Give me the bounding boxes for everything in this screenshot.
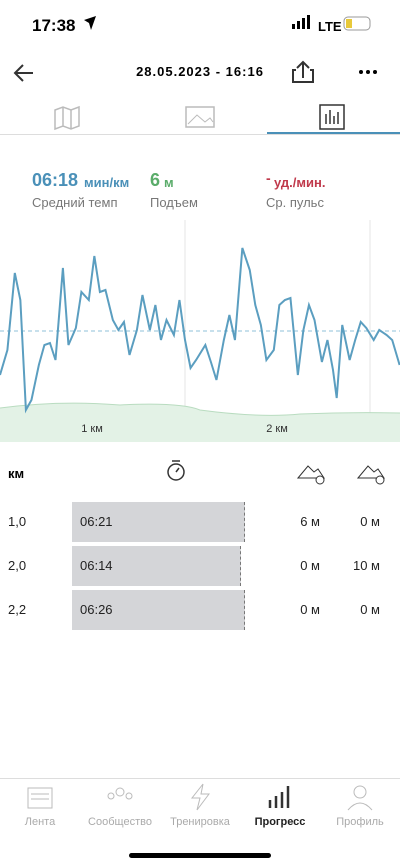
split-pace: 06:21 [80, 514, 113, 529]
status-network: LTE [318, 19, 342, 34]
table-header-icons [167, 460, 385, 485]
split-descent: 0 м [360, 602, 380, 617]
split-bar [72, 590, 245, 630]
pace-line [0, 247, 400, 414]
split-bar [72, 546, 241, 586]
nav-icons [0, 778, 400, 858]
status-time: 17:38 [32, 16, 76, 35]
stat-value: 6 [150, 170, 161, 190]
stat-label: Подъем [150, 195, 198, 210]
stat-unit: мин/км [84, 175, 130, 190]
split-pace: 06:26 [80, 602, 113, 617]
split-ascent: 0 м [300, 602, 320, 617]
stat-unit: м [164, 175, 174, 190]
split-ascent: 0 м [300, 558, 320, 573]
header-title: 28.05.2023 - 16:16 [136, 64, 264, 79]
pace-chart: 1 км 2 км [0, 220, 400, 442]
split-ascent: 6 м [300, 514, 320, 529]
nav-item[interactable]: Профиль [336, 816, 384, 828]
split-descent: 0 м [360, 514, 380, 529]
table-header: км [8, 466, 25, 481]
header-icons [0, 15, 400, 135]
x-label: 2 км [266, 423, 288, 435]
stat-value: - [266, 170, 271, 186]
nav-item[interactable]: Тренировка [170, 816, 230, 828]
split-km: 2,0 [8, 558, 27, 573]
split-km: 2,2 [8, 602, 27, 617]
stat-label: Средний темп [32, 195, 118, 210]
x-label: 1 км [81, 423, 103, 435]
stat-label: Ср. пульс [266, 195, 324, 210]
stat-unit: уд./мин. [274, 175, 326, 190]
split-pace: 06:14 [80, 558, 113, 573]
nav-item[interactable]: Лента [24, 816, 56, 828]
nav-item[interactable]: Прогресс [254, 816, 306, 828]
stat-value: 06:18 [32, 170, 79, 190]
split-descent: 10 м [352, 558, 380, 573]
split-km: 1,0 [8, 514, 27, 529]
nav-item[interactable]: Сообщество [88, 816, 152, 828]
split-bar [72, 502, 245, 542]
